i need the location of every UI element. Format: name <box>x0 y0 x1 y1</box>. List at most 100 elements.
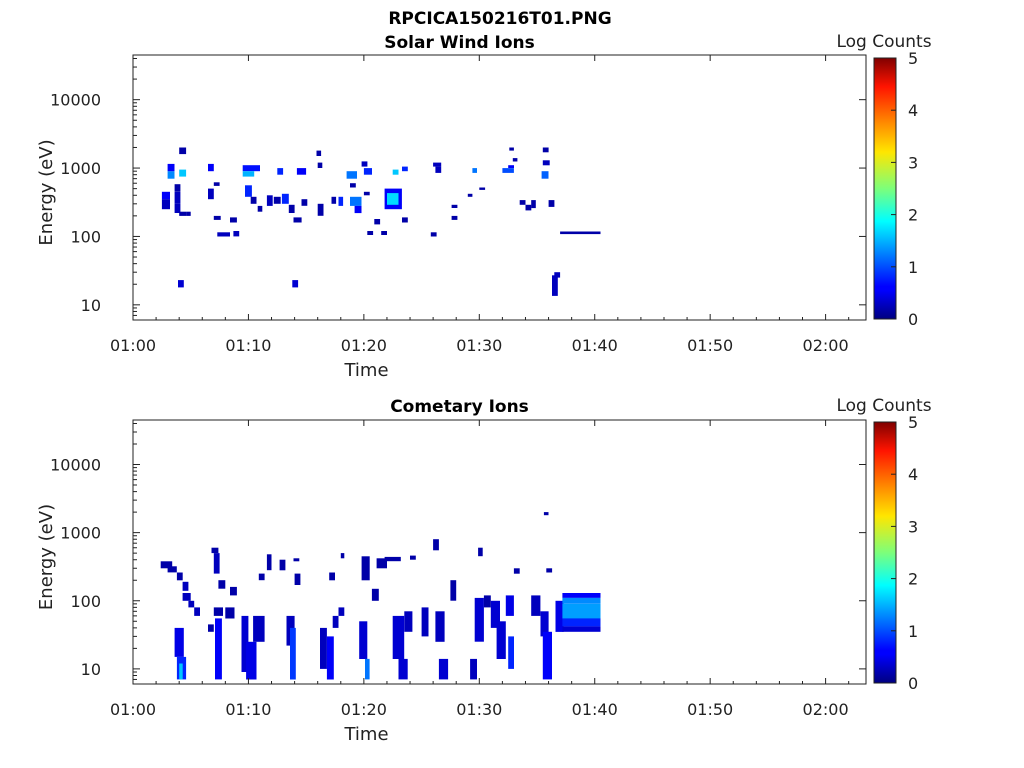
heatmap-cell <box>376 558 387 569</box>
heatmap-cell <box>208 163 214 172</box>
colorbar-gradient <box>873 421 897 684</box>
heatmap-cell <box>186 211 191 216</box>
heatmap-cell <box>525 204 532 211</box>
heatmap-cell <box>288 204 295 213</box>
heatmap-cell <box>281 193 289 204</box>
panel-title: Cometary Ions <box>390 397 529 417</box>
heatmap-cell <box>245 185 252 197</box>
heatmap-cell <box>451 204 458 208</box>
heatmap-cell <box>317 162 323 168</box>
figure-title: RPCICA150216T01.PNG <box>388 9 611 29</box>
heatmap-cell <box>338 607 345 616</box>
panel-1: Solar Wind Ions 01:00 01:10 01:20 01:30 01:40… <box>36 32 932 381</box>
heatmap-cell <box>359 621 368 659</box>
heatmap-cell <box>398 658 408 680</box>
heatmap-cell <box>176 572 183 581</box>
heatmap-cell <box>174 203 181 213</box>
colorbar-tick-label: 1 <box>908 622 918 641</box>
heatmap-cell <box>194 607 200 616</box>
heatmap-cell <box>531 595 541 616</box>
heatmap-cell <box>472 168 477 173</box>
heatmap-cell <box>225 607 235 619</box>
heatmap-cell <box>490 600 500 628</box>
x-tick-label: 01:10 <box>225 336 271 355</box>
heatmap-cell <box>161 199 170 210</box>
heatmap-cell <box>531 200 536 209</box>
heatmap-cell <box>421 607 429 637</box>
heatmap-cell <box>208 624 214 632</box>
heatmap-cell <box>354 205 362 214</box>
heatmap-cell <box>474 597 484 642</box>
heatmap-cell <box>363 191 370 196</box>
y-tick-label: 10000 <box>50 91 101 110</box>
heatmap-cell <box>253 615 265 642</box>
heatmap-cell <box>340 553 345 559</box>
heatmap-cell <box>293 217 302 223</box>
heatmap-cell <box>182 581 189 591</box>
heatmap-cell <box>387 193 399 205</box>
heatmap-cell <box>213 215 221 220</box>
heatmap-cell <box>258 573 265 581</box>
heatmap-cells <box>160 512 601 680</box>
heatmap-cell <box>242 171 255 177</box>
colorbar-tick-label: 0 <box>908 674 918 693</box>
colorbar-tick-label: 5 <box>908 413 918 432</box>
heatmap-cell <box>213 553 220 574</box>
heatmap-cell <box>174 191 181 204</box>
heatmap-cell <box>179 211 187 216</box>
heatmap-cell <box>451 215 458 220</box>
colorbar-label: Log Counts <box>836 396 931 416</box>
heatmap-cell <box>392 615 405 659</box>
heatmap-cell <box>179 169 187 177</box>
heatmap-cell <box>540 611 549 637</box>
heatmap-cell <box>320 627 327 669</box>
heatmap-cell <box>301 199 308 206</box>
y-tick-label: 10 <box>81 296 101 315</box>
heatmap-cell <box>513 568 520 574</box>
heatmap-cell <box>292 280 299 288</box>
heatmap-cell <box>167 163 175 172</box>
heatmap-cell <box>188 600 195 608</box>
x-tick-label: 01:00 <box>110 700 156 719</box>
heatmap-cell <box>562 618 601 627</box>
heatmap-cell <box>542 160 550 166</box>
heatmap-cell <box>384 556 401 562</box>
heatmap-cell <box>552 275 558 296</box>
heatmap-cell <box>365 658 370 680</box>
heatmap-cell <box>350 196 362 206</box>
heatmap-cell <box>508 636 514 669</box>
heatmap-cell <box>167 171 175 179</box>
heatmap-cell <box>174 627 184 657</box>
heatmap-cell <box>433 162 442 167</box>
heatmap-cells <box>161 147 601 296</box>
heatmap-cell <box>160 561 173 569</box>
heatmap-cell <box>404 611 413 632</box>
heatmap-cell <box>541 171 549 179</box>
colorbar-label: Log Counts <box>836 32 931 52</box>
x-tick-label: 01:30 <box>456 700 502 719</box>
heatmap-cell <box>560 231 601 235</box>
x-tick-label: 01:40 <box>572 336 618 355</box>
heatmap-cell <box>317 203 324 216</box>
heatmap-cell <box>433 539 439 551</box>
heatmap-cell <box>217 232 230 237</box>
heatmap-cell <box>543 512 549 516</box>
heatmap-cell <box>363 168 372 175</box>
heatmap-cell <box>213 607 223 616</box>
heatmap-cell <box>435 166 442 173</box>
y-axis-label: Energy (eV) <box>36 139 57 245</box>
heatmap-cell <box>371 588 379 601</box>
heatmap-cell <box>430 232 437 237</box>
heatmap-cell <box>233 231 240 237</box>
heatmap-cell <box>213 182 220 186</box>
heatmap-cell <box>435 611 445 642</box>
heatmap-cell <box>367 231 374 235</box>
heatmap-cell <box>562 597 601 604</box>
y-tick-label: 100 <box>70 592 101 611</box>
heatmap-cell <box>554 272 561 278</box>
plot-frame <box>132 419 867 685</box>
